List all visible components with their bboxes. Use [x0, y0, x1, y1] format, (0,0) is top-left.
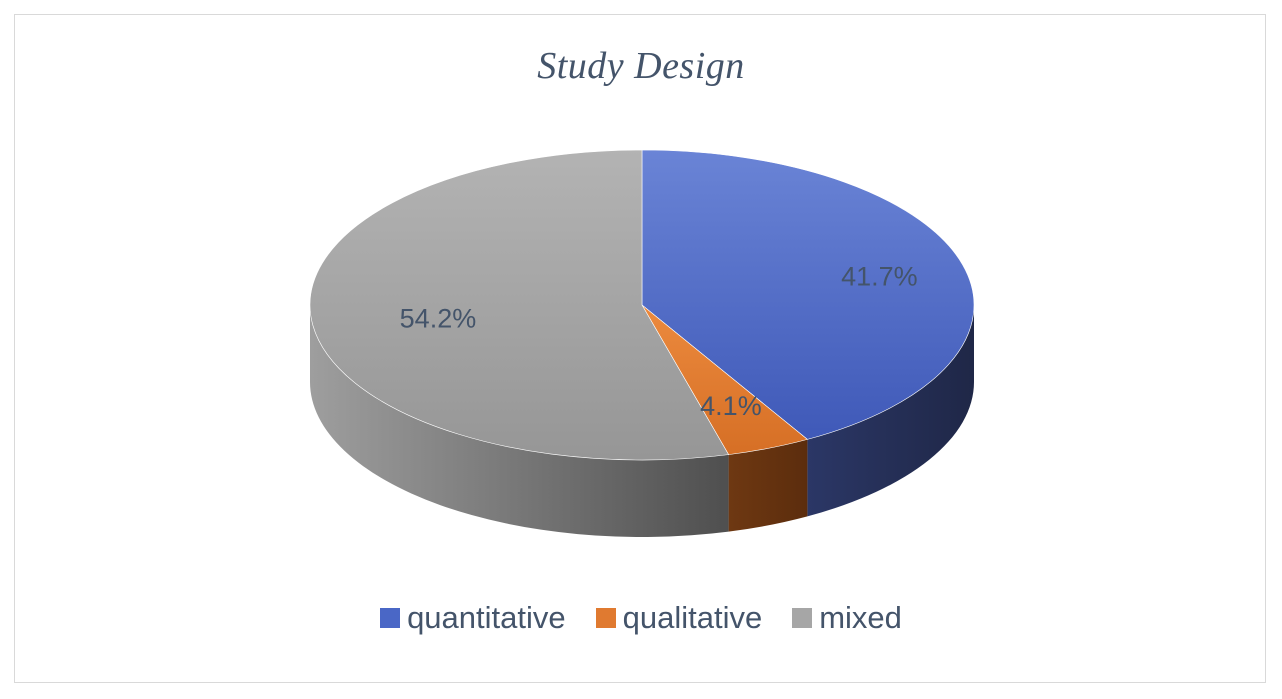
legend-swatch-mixed — [792, 608, 813, 628]
legend-swatch-qualitative — [595, 608, 616, 628]
pie-side-quantitative — [807, 305, 974, 517]
data-label-qualitative: 4.1% — [700, 391, 762, 421]
pie-slice-quantitative — [641, 149, 975, 440]
data-label-quantitative: 41.7% — [841, 261, 918, 291]
chart-title: Study Design — [537, 45, 745, 87]
legend-label-mixed: mixed — [819, 600, 902, 635]
legend-item-qualitative: qualitative — [595, 600, 763, 636]
pie-slice-mixed — [309, 149, 730, 461]
pie-side-mixed — [310, 305, 729, 537]
legend-label-quantitative: quantitative — [407, 600, 566, 635]
legend-swatch-quantitative — [380, 608, 401, 628]
data-label-mixed: 54.2% — [400, 304, 477, 334]
legend: quantitative qualitative mixed — [0, 600, 1282, 636]
pie-side-qualitative — [728, 439, 808, 532]
legend-label-qualitative: qualitative — [622, 600, 763, 635]
legend-item-mixed: mixed — [792, 600, 902, 636]
legend-item-quantitative: quantitative — [380, 600, 566, 636]
